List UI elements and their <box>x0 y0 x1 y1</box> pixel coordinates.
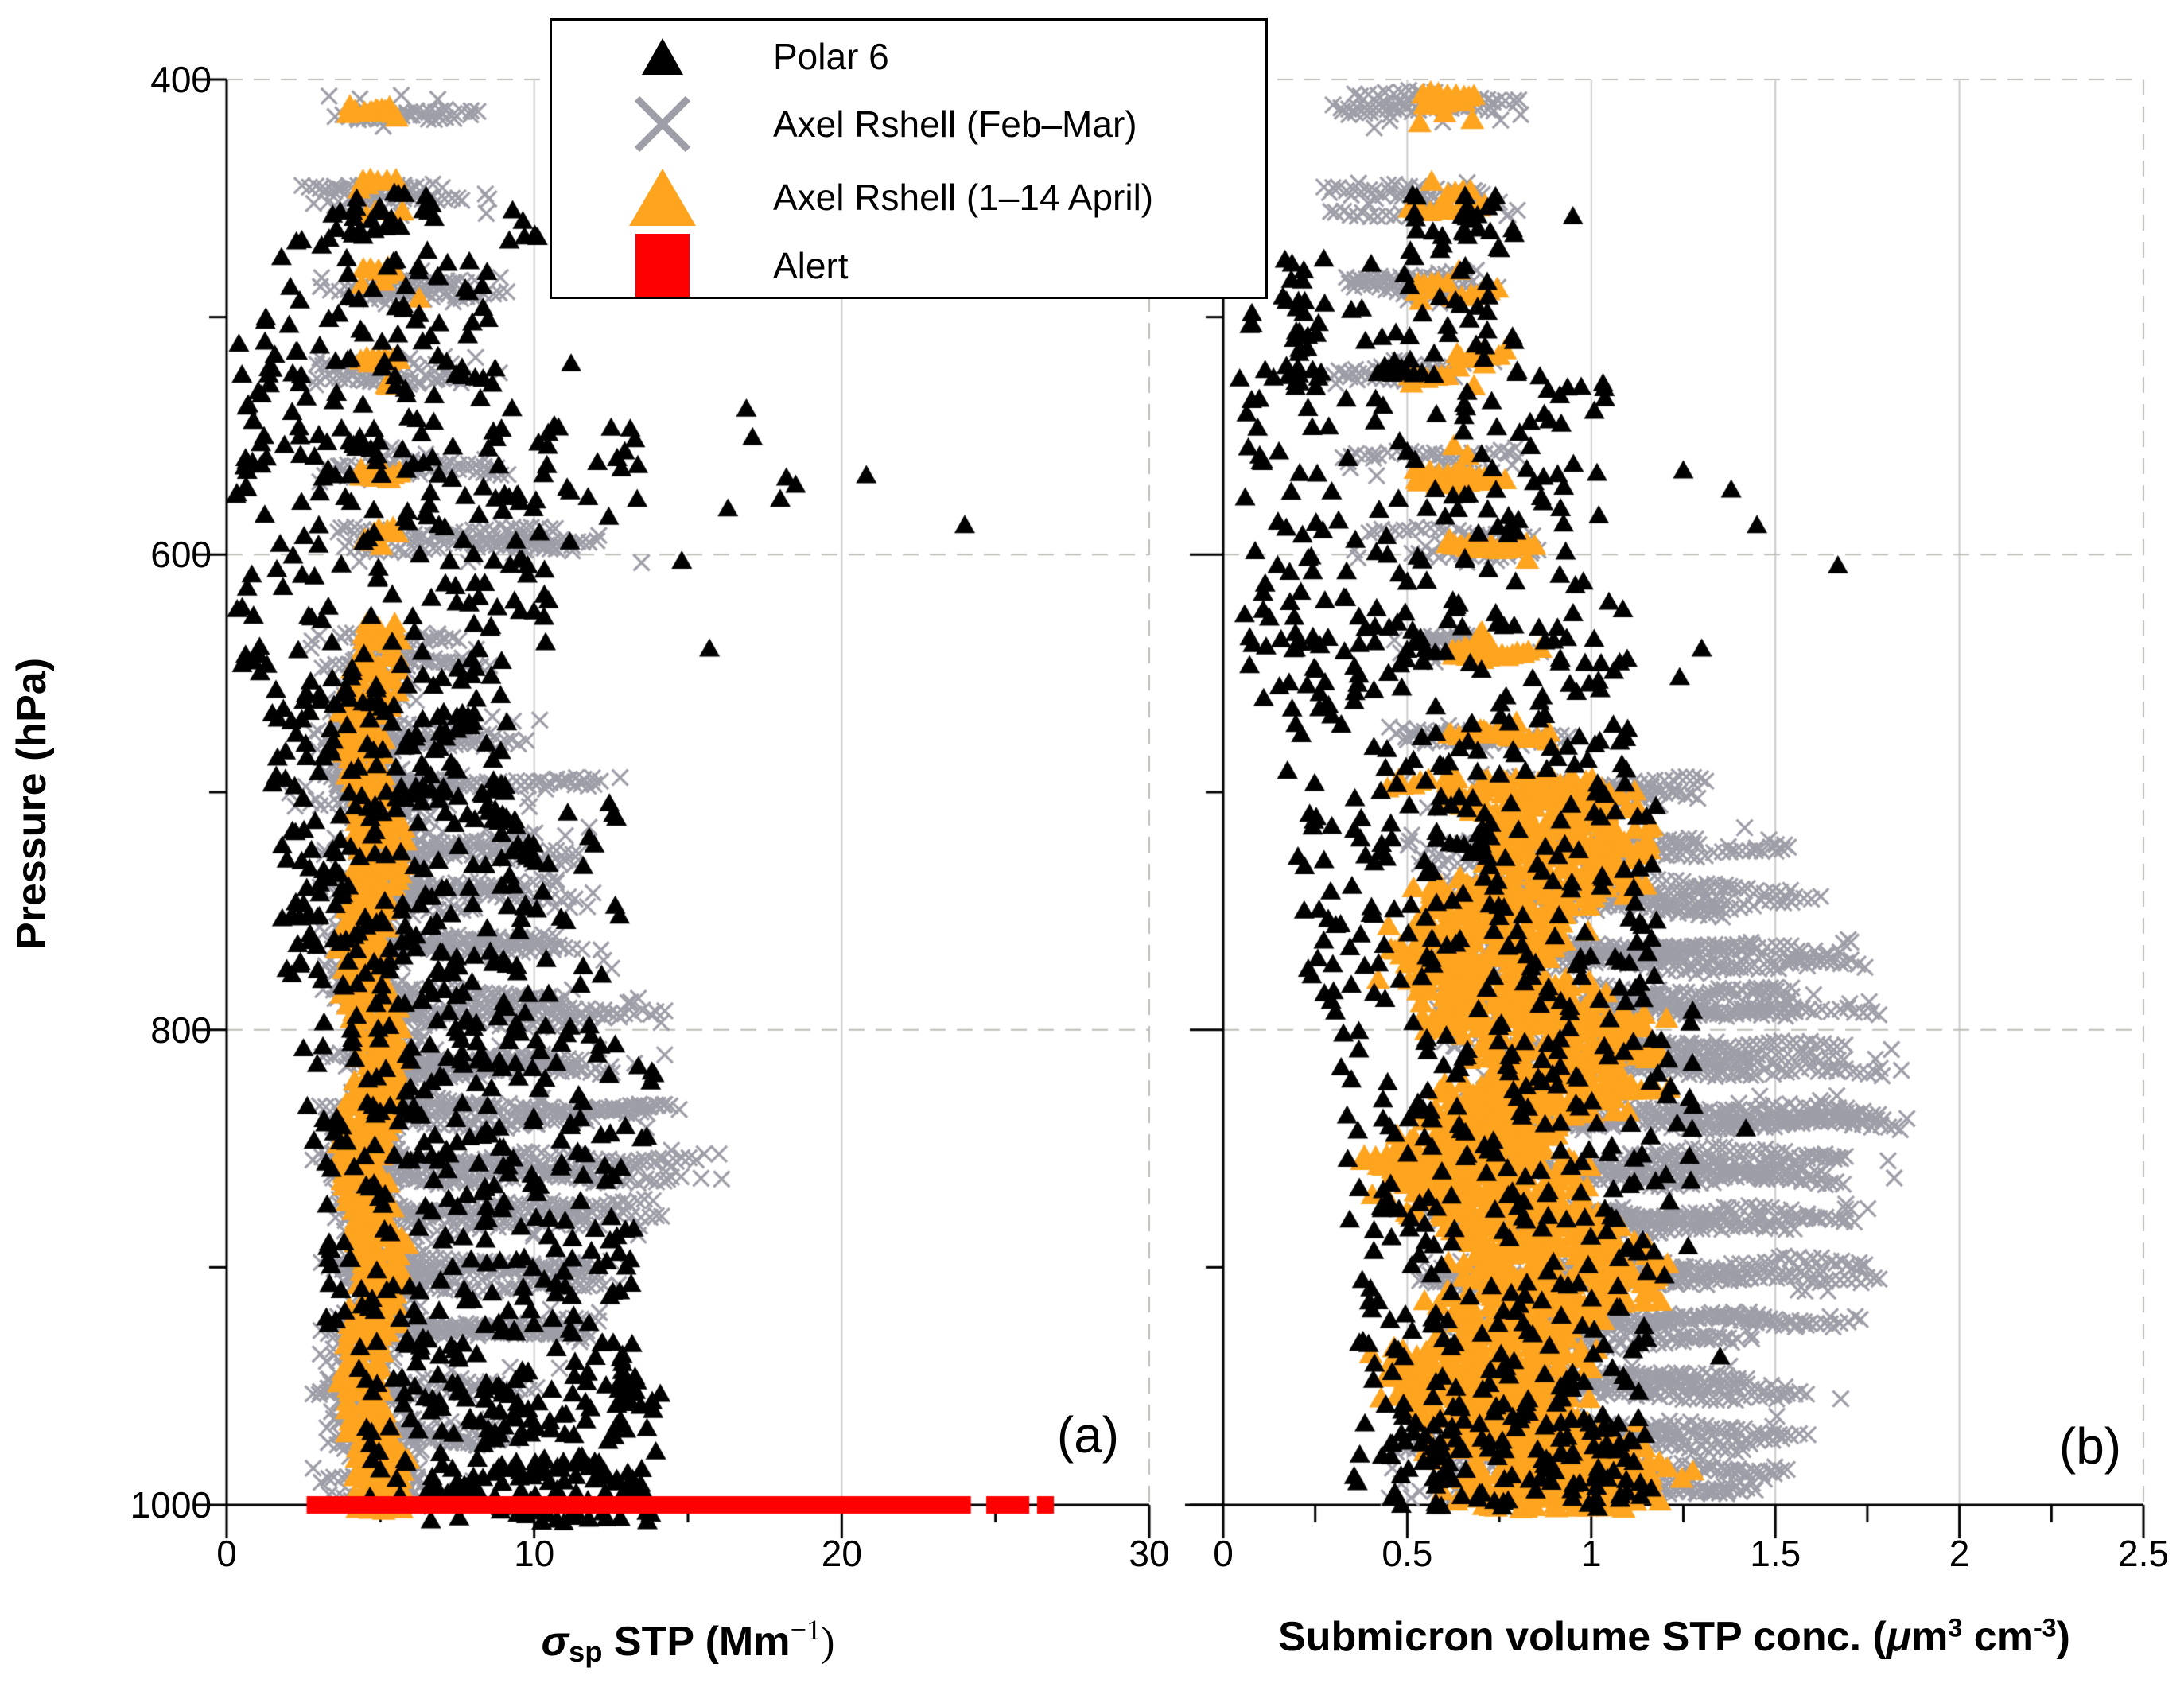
y-tick-label: 800 <box>150 1009 212 1051</box>
x-title-b-close: ) <box>2056 1614 2070 1660</box>
y-axis-title: Pressure (hPa) <box>9 657 55 950</box>
panel-label-a: (a) <box>1056 1406 1120 1464</box>
sigma-symbol: σ <box>541 1619 569 1666</box>
x-cross-icon <box>552 94 773 154</box>
x-title-b-m: m <box>1911 1614 1949 1660</box>
legend-label-polar6: Polar 6 <box>773 35 889 77</box>
april-triangle-icon <box>552 167 773 227</box>
x-title-b-exp1: 3 <box>1948 1613 1963 1643</box>
legend-item-polar6: Polar 6 <box>552 27 1265 86</box>
x-tick-label: 2 <box>1949 1533 1970 1574</box>
x-tick-label: 10 <box>514 1533 555 1574</box>
polar6-triangle-icon <box>552 37 773 76</box>
y-tick-label: 400 <box>150 59 212 100</box>
sigma-subscript: sp <box>569 1635 603 1669</box>
x-title-a-close: ) <box>821 1619 835 1666</box>
x-tick-label: 1.5 <box>1750 1533 1801 1574</box>
x-title-b-mid: cm <box>1962 1614 2034 1660</box>
legend-item-april: Axel Rshell (1–14 April) <box>552 160 1265 235</box>
x-tick-label: 1 <box>1581 1533 1602 1574</box>
x-title-b-main: Submicron volume STP conc. ( <box>1278 1614 1887 1660</box>
y-tick-label: 1000 <box>130 1484 212 1526</box>
legend-label-feb-mar: Axel Rshell (Feb–Mar) <box>773 103 1137 145</box>
legend-label-april: Axel Rshell (1–14 April) <box>773 176 1154 218</box>
mu-symbol: μ <box>1886 1614 1912 1660</box>
x-axis-title-b: Submicron volume STP conc. (μm3 cm-3) <box>1237 1613 2112 1661</box>
panel-label-b: (b) <box>2058 1417 2122 1475</box>
x-tick-label: 0 <box>1213 1533 1234 1574</box>
x-title-b-exp2: -3 <box>2033 1613 2057 1643</box>
legend-item-feb-mar: Axel Rshell (Feb–Mar) <box>552 91 1265 157</box>
x-tick-label: 20 <box>821 1533 862 1574</box>
legend-box: Polar 6 Axel Rshell (Feb–Mar) Axel Rshel… <box>550 18 1268 299</box>
x-title-a-mid: STP (Mm <box>602 1619 791 1666</box>
x-title-a-exponent: −1 <box>790 1614 822 1646</box>
y-tick-label: 600 <box>150 534 212 576</box>
x-axis-title-a: σsp STP (Mm−1) <box>370 1613 1006 1669</box>
x-tick-label: 0.5 <box>1382 1533 1433 1574</box>
legend-label-alert: Alert <box>773 244 849 286</box>
x-tick-label: 2.5 <box>2118 1533 2169 1574</box>
alert-square-icon <box>552 234 773 297</box>
legend-item-alert: Alert <box>552 231 1265 300</box>
x-tick-label: 30 <box>1129 1533 1170 1574</box>
x-tick-label: 0 <box>216 1533 237 1574</box>
